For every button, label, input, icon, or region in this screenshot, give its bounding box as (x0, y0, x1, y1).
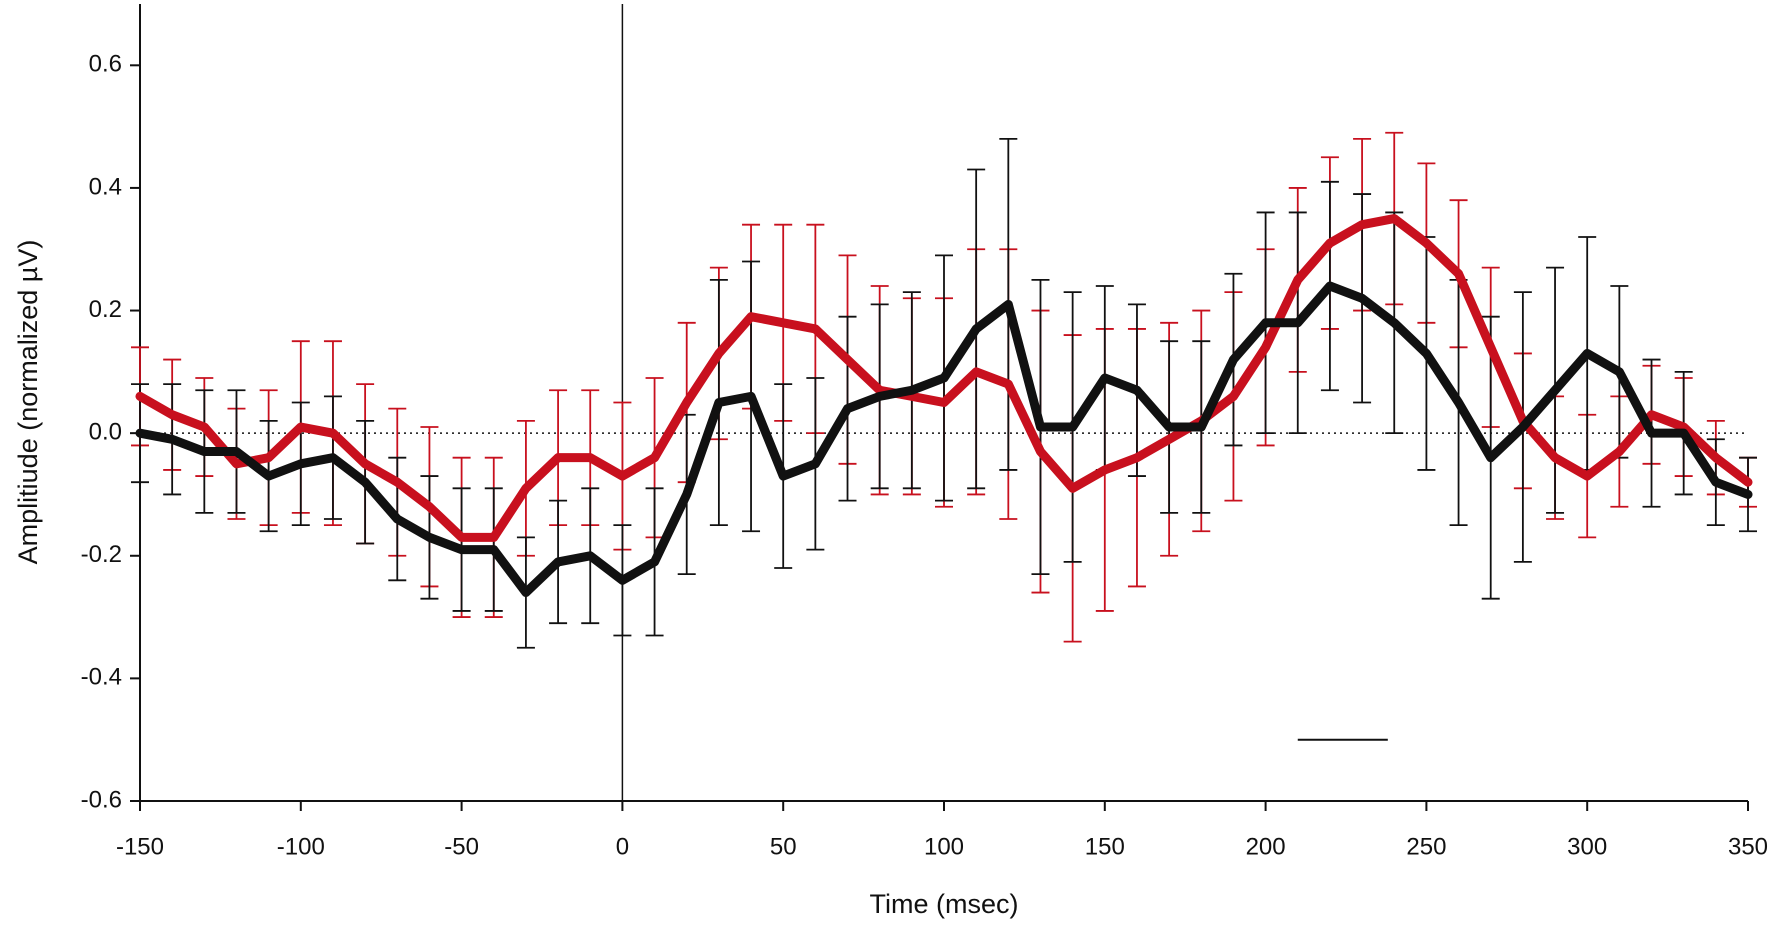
series-line (135, 281, 1753, 598)
y-tick-label: -0.2 (81, 541, 122, 568)
x-tick-label: 250 (1406, 833, 1446, 860)
x-tick-label: 150 (1085, 833, 1125, 860)
x-tick-label: 0 (616, 833, 629, 860)
x-tick-label: 200 (1246, 833, 1286, 860)
y-tick-label: -0.6 (81, 786, 122, 813)
x-tick-label: -100 (277, 833, 325, 860)
series-line (135, 214, 1753, 542)
y-axis-title: Amplitiude (normalized µV) (13, 240, 43, 565)
y-tick-label: 0.2 (89, 296, 122, 323)
x-tick-label: 350 (1728, 833, 1768, 860)
x-tick-label: -150 (116, 833, 164, 860)
y-tick-label: -0.4 (81, 664, 122, 691)
x-tick-label: 300 (1567, 833, 1607, 860)
y-tick-label: 0.0 (89, 418, 122, 445)
y-tick-label: 0.6 (89, 51, 122, 78)
x-tick-label: 100 (924, 833, 964, 860)
y-tick-label: 0.4 (89, 173, 122, 200)
x-tick-label: -50 (444, 833, 479, 860)
x-tick-label: 50 (770, 833, 797, 860)
x-axis-title: Time (msec) (870, 889, 1019, 919)
